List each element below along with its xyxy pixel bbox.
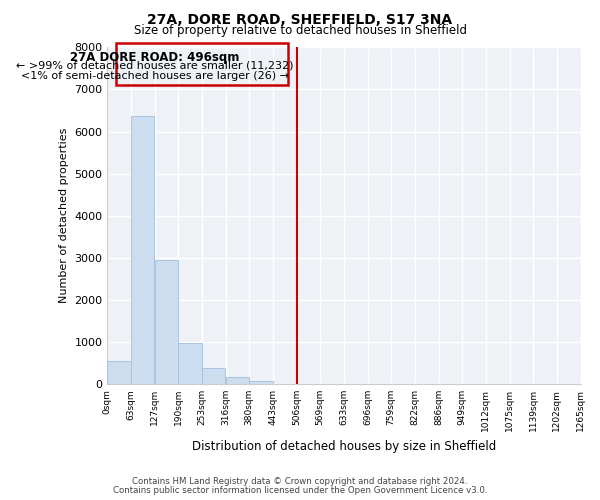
Text: 27A, DORE ROAD, SHEFFIELD, S17 3NA: 27A, DORE ROAD, SHEFFIELD, S17 3NA <box>148 12 452 26</box>
Bar <box>202 368 226 384</box>
Text: Contains public sector information licensed under the Open Government Licence v3: Contains public sector information licen… <box>113 486 487 495</box>
Text: 27A DORE ROAD: 496sqm: 27A DORE ROAD: 496sqm <box>70 50 239 64</box>
Bar <box>178 343 202 384</box>
Y-axis label: Number of detached properties: Number of detached properties <box>59 128 69 304</box>
Text: <1% of semi-detached houses are larger (26) →: <1% of semi-detached houses are larger (… <box>20 72 289 82</box>
Bar <box>155 260 178 384</box>
Bar <box>116 43 288 85</box>
Bar <box>131 116 154 384</box>
X-axis label: Distribution of detached houses by size in Sheffield: Distribution of detached houses by size … <box>192 440 496 452</box>
Bar <box>107 360 131 384</box>
Bar <box>226 377 249 384</box>
Text: Size of property relative to detached houses in Sheffield: Size of property relative to detached ho… <box>133 24 467 37</box>
Text: Contains HM Land Registry data © Crown copyright and database right 2024.: Contains HM Land Registry data © Crown c… <box>132 477 468 486</box>
Bar <box>250 381 272 384</box>
Text: ← >99% of detached houses are smaller (11,232): ← >99% of detached houses are smaller (1… <box>16 61 293 71</box>
